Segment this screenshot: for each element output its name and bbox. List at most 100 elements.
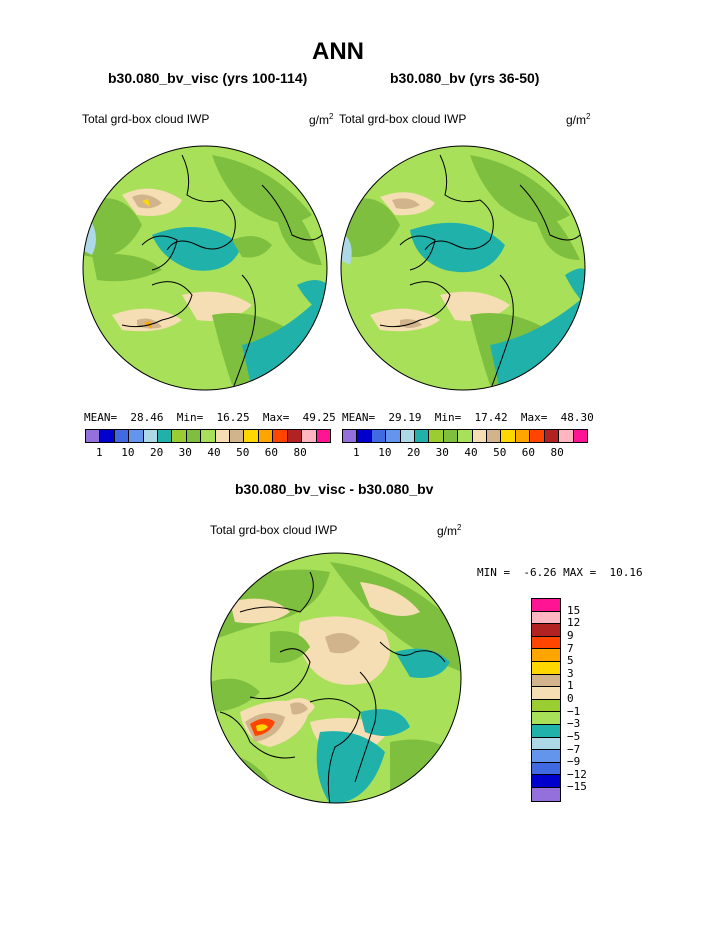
colorbar-ticks-left: 1 10 20 30 40 50 60 80 bbox=[85, 446, 329, 460]
colorbar-tick-label: 30 bbox=[435, 446, 449, 459]
mean-value: 29.19 bbox=[388, 411, 422, 424]
colorbar-swatch bbox=[532, 611, 560, 625]
units-label-left: g/m2 bbox=[309, 112, 333, 127]
colorbar-tick-label: 3 bbox=[567, 666, 574, 680]
colorbar-tick-label: −12 bbox=[567, 767, 587, 781]
colorbar-swatch bbox=[258, 430, 274, 442]
colorbar-swatch bbox=[443, 430, 459, 442]
colorbar-swatch bbox=[532, 775, 560, 788]
variable-label-left: Total grd-box cloud IWP bbox=[82, 112, 210, 126]
units-label-right: g/m2 bbox=[566, 112, 590, 127]
colorbar-tick-label: 20 bbox=[149, 446, 164, 459]
colorbar-swatch bbox=[458, 430, 473, 442]
colorbar-tick-label: 60 bbox=[264, 446, 279, 459]
colorbar-tick-label: 5 bbox=[567, 654, 574, 668]
colorbar-tick-label: 9 bbox=[567, 628, 574, 642]
units-label-diff: g/m2 bbox=[437, 523, 461, 538]
colorbar-swatch bbox=[544, 430, 560, 442]
units-text: g/m bbox=[309, 113, 330, 127]
case-label-diff: b30.080_bv_visc - b30.080_bv bbox=[235, 481, 434, 497]
colorbar-swatch bbox=[158, 430, 173, 442]
colorbar-tick-label: 60 bbox=[521, 446, 536, 459]
colorbar-swatch bbox=[172, 430, 187, 442]
colorbar-swatch bbox=[215, 430, 231, 442]
max-label: Max= bbox=[262, 411, 290, 424]
colorbar-tick-label: −9 bbox=[567, 755, 581, 769]
case-label-left: b30.080_bv_visc (yrs 100-114) bbox=[108, 70, 308, 86]
colorbar-tick-label: 40 bbox=[464, 446, 478, 459]
max-label: MAX = bbox=[563, 566, 597, 579]
colorbar-swatch bbox=[415, 430, 430, 442]
colorbar-swatch bbox=[532, 724, 560, 738]
variable-label-diff: Total grd-box cloud IWP bbox=[210, 523, 338, 537]
polar-map-diff bbox=[210, 552, 462, 804]
colorbar-tick-label: −5 bbox=[567, 729, 581, 743]
colorbar-swatch bbox=[230, 430, 245, 442]
colorbar-tick-label: 0 bbox=[567, 692, 574, 705]
polar-map-right bbox=[340, 145, 586, 391]
units-text: g/m bbox=[437, 524, 458, 538]
colorbar-tick-label: −3 bbox=[567, 717, 581, 731]
colorbar-left bbox=[85, 429, 331, 443]
colorbar-swatch bbox=[487, 430, 502, 442]
min-value: 17.42 bbox=[474, 411, 508, 424]
colorbar-swatch bbox=[472, 430, 488, 442]
colorbar-tick-label: 10 bbox=[121, 446, 135, 459]
mean-label: MEAN= bbox=[84, 411, 118, 424]
colorbar-tick-label: 40 bbox=[207, 446, 221, 459]
colorbar-ticks-right: 1 10 20 30 40 50 60 80 bbox=[342, 446, 586, 460]
stats-diff: MIN = -6.26 MAX = 10.16 bbox=[477, 566, 643, 579]
colorbar-swatch bbox=[129, 430, 144, 442]
colorbar-swatch bbox=[343, 430, 358, 442]
colorbar-swatch bbox=[532, 661, 560, 675]
colorbar-tick-label: 50 bbox=[236, 446, 250, 459]
colorbar-tick-label: −1 bbox=[567, 704, 581, 718]
colorbar-swatch bbox=[532, 787, 560, 801]
colorbar-swatch bbox=[357, 430, 372, 442]
colorbar-swatch bbox=[532, 699, 560, 713]
colorbar-tick-label: 1 bbox=[567, 679, 574, 693]
max-value: 48.30 bbox=[560, 411, 594, 424]
colorbar-swatch bbox=[143, 430, 159, 442]
colorbar-swatch bbox=[371, 430, 387, 442]
stats-left: MEAN= 28.46 Min= 16.25 Max= 49.25 bbox=[84, 411, 336, 424]
units-superscript: 2 bbox=[586, 112, 591, 121]
colorbar-tick-label: 12 bbox=[567, 616, 581, 630]
colorbar-swatch bbox=[532, 624, 560, 637]
colorbar-tick-label: 30 bbox=[178, 446, 192, 459]
case-label-right: b30.080_bv (yrs 36-50) bbox=[390, 70, 540, 86]
colorbar-swatch bbox=[532, 674, 560, 688]
colorbar-tick-label: 7 bbox=[567, 641, 574, 655]
colorbar-swatch bbox=[532, 636, 560, 650]
colorbar-swatch bbox=[532, 649, 560, 662]
colorbar-swatch bbox=[100, 430, 115, 442]
colorbar-tick-label: 1 bbox=[95, 446, 103, 459]
colorbar-swatch bbox=[201, 430, 216, 442]
colorbar-swatch bbox=[532, 712, 560, 725]
colorbar-tick-label: 80 bbox=[550, 446, 564, 459]
stats-right: MEAN= 29.19 Min= 17.42 Max= 48.30 bbox=[342, 411, 594, 424]
colorbar-ticks-diff: 15 12 9 7 5 3 1 0 −1 −3 −5 −7 −9 −12 −15 bbox=[564, 598, 614, 800]
page-title: ANN bbox=[312, 38, 364, 65]
units-text: g/m bbox=[566, 113, 587, 127]
mean-label: MEAN= bbox=[342, 411, 376, 424]
colorbar-swatch bbox=[186, 430, 202, 442]
colorbar-swatch bbox=[429, 430, 444, 442]
colorbar-swatch bbox=[316, 430, 330, 442]
colorbar-swatch bbox=[532, 762, 560, 776]
min-value: -6.26 bbox=[523, 566, 557, 579]
colorbar-tick-label: −15 bbox=[567, 780, 587, 794]
units-superscript: 2 bbox=[457, 523, 462, 532]
colorbar-swatch bbox=[273, 430, 288, 442]
units-superscript: 2 bbox=[329, 112, 334, 121]
min-label: Min= bbox=[434, 411, 462, 424]
colorbar-swatch bbox=[532, 737, 560, 751]
mean-value: 28.46 bbox=[130, 411, 164, 424]
min-label: Min= bbox=[176, 411, 204, 424]
polar-map-left bbox=[82, 145, 328, 391]
min-label: MIN = bbox=[477, 566, 511, 579]
colorbar-tick-label: 20 bbox=[406, 446, 421, 459]
colorbar-swatch bbox=[532, 750, 560, 763]
colorbar-swatch bbox=[386, 430, 401, 442]
colorbar-swatch bbox=[302, 430, 317, 442]
